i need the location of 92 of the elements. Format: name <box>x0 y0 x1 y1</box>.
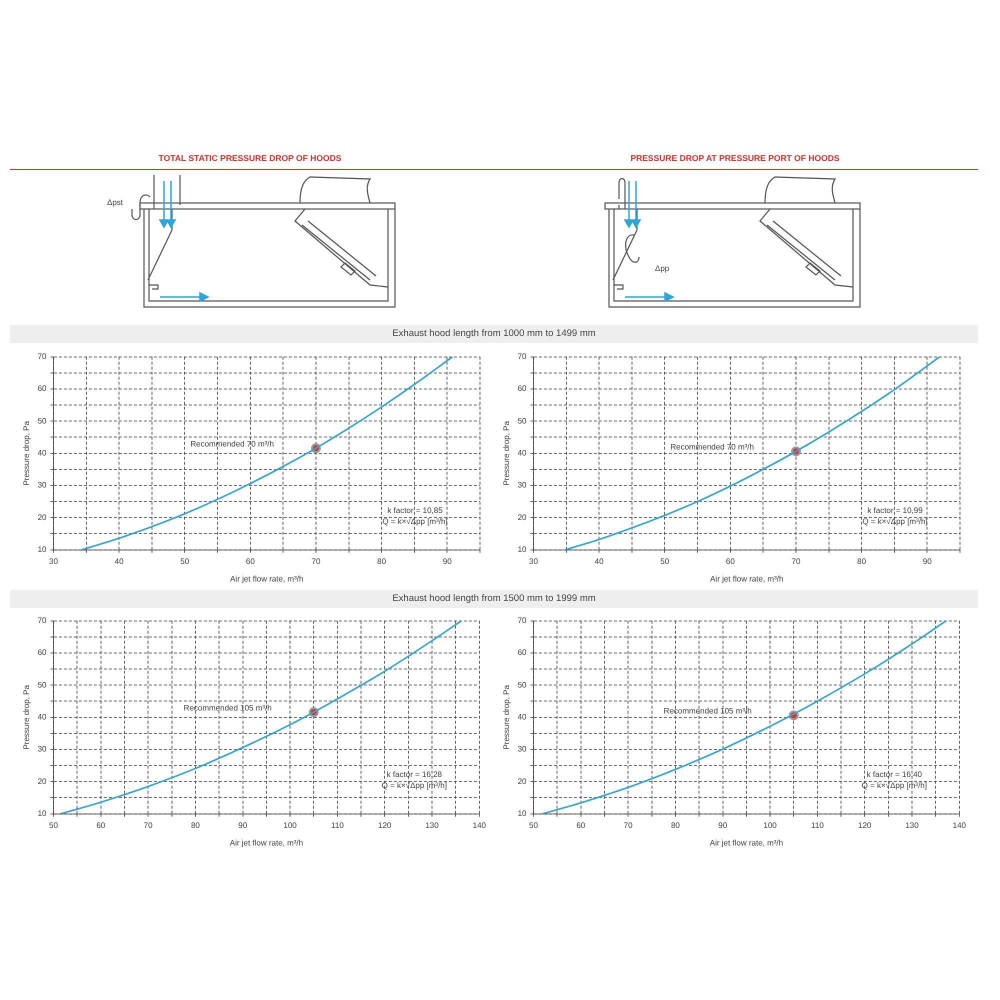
text: Δpp <box>655 264 670 273</box>
y-tick-label: 40 <box>518 712 528 722</box>
x-tick-label: 90 <box>922 556 932 566</box>
annotation: k factor = 16,28 <box>386 770 443 780</box>
annotation: Q = k×√Δpp [m³/h] <box>862 781 927 790</box>
line-series <box>80 356 454 550</box>
x-tick-label: 40 <box>114 556 124 566</box>
x-axis-title: Air jet flow rate, m³/h <box>710 574 784 584</box>
x-tick-label: 90 <box>718 820 728 830</box>
y-axis-title: Pressure drop, Pa <box>22 684 32 750</box>
y-tick-label: 50 <box>38 416 48 426</box>
y-tick-label: 10 <box>518 545 528 554</box>
chart-title: PRESSURE DROP AT PRESSURE PORT OF HOODS <box>629 153 841 163</box>
x-tick-label: 50 <box>180 556 190 566</box>
x-tick-label: 70 <box>312 556 321 566</box>
x-tick-label: 70 <box>144 820 154 830</box>
y-tick-label: 60 <box>518 384 528 394</box>
y-axis-title: Pressure drop, Pa <box>502 420 512 486</box>
y-tick-label: 10 <box>518 809 528 818</box>
x-tick-label: 110 <box>331 820 344 830</box>
y-tick-label: 70 <box>518 352 528 362</box>
text: Δpst <box>107 198 124 207</box>
y-tick-label: 70 <box>38 616 48 626</box>
x-tick-label: 140 <box>472 820 487 830</box>
y-tick-label: 10 <box>38 545 48 554</box>
x-tick-label: 50 <box>529 820 538 830</box>
x-tick-label: 90 <box>442 556 452 566</box>
x-tick-label: 60 <box>96 820 106 830</box>
annotation: Q = k×√Δpp [m³/h] <box>862 517 928 526</box>
y-tick-label: 70 <box>38 352 48 362</box>
x-tick-label: 60 <box>726 556 736 566</box>
y-tick-label: 30 <box>38 480 48 490</box>
x-axis-title: Air jet flow rate, m³/h <box>710 838 784 848</box>
chart-subtitle: Exhaust hood length from 1000 mm to 1499 mm <box>10 325 978 343</box>
line-series <box>542 620 947 814</box>
x-tick-label: 80 <box>377 556 387 566</box>
x-tick-label: 120 <box>858 820 872 830</box>
x-axis-title: Air jet flow rate, m³/h <box>230 574 304 584</box>
y-tick-label: 50 <box>518 416 528 426</box>
x-tick-label: 60 <box>246 556 256 566</box>
x-tick-label: 40 <box>594 556 604 566</box>
annotation: Recommended 105 m³/h <box>664 706 752 716</box>
x-tick-label: 80 <box>857 556 867 566</box>
x-tick-label: 50 <box>660 556 670 566</box>
x-axis-title: Air jet flow rate, m³/h <box>230 838 304 848</box>
annotation: Q = k×√Δpp [m³/h] <box>382 781 447 790</box>
x-tick-label: 80 <box>670 820 680 830</box>
y-tick-label: 10 <box>38 809 48 818</box>
y-tick-label: 70 <box>518 616 528 626</box>
y-tick-label: 40 <box>38 448 48 458</box>
line-series <box>60 620 462 814</box>
y-tick-label: 60 <box>38 648 48 658</box>
x-tick-label: 140 <box>952 820 967 830</box>
y-tick-label: 60 <box>38 384 48 394</box>
line-series <box>564 356 940 550</box>
y-tick-label: 40 <box>38 712 48 722</box>
x-tick-label: 30 <box>529 556 538 566</box>
annotation: Recommended 105 m³/h <box>184 703 272 712</box>
x-tick-label: 30 <box>49 556 58 566</box>
x-tick-label: 120 <box>378 820 392 830</box>
chart-title: TOTAL STATIC PRESSURE DROP OF HOODS <box>158 153 342 163</box>
x-tick-label: 130 <box>905 820 920 830</box>
annotation: Recommended 70 m³/h <box>190 439 274 448</box>
y-tick-label: 20 <box>38 512 48 522</box>
annotation: Q = k×√Δpp [m³/h] <box>382 517 448 526</box>
x-tick-label: 100 <box>283 820 298 830</box>
y-tick-label: 60 <box>518 648 528 658</box>
x-tick-label: 50 <box>49 820 58 830</box>
x-tick-label: 80 <box>190 820 200 830</box>
x-tick-label: 60 <box>576 820 586 830</box>
annotation: k factor = 10,99 <box>867 506 924 516</box>
y-tick-label: 30 <box>518 480 528 490</box>
y-axis-title: Pressure drop, Pa <box>22 420 32 486</box>
x-tick-label: 90 <box>238 820 248 830</box>
annotation: k factor = 10,85 <box>387 506 444 516</box>
x-tick-label: 110 <box>811 820 824 830</box>
annotation: k factor = 16,40 <box>866 770 923 780</box>
x-tick-label: 130 <box>425 820 440 830</box>
y-tick-label: 20 <box>518 776 528 786</box>
y-tick-label: 20 <box>38 776 48 786</box>
x-tick-label: 70 <box>792 556 801 566</box>
y-tick-label: 50 <box>518 680 528 690</box>
x-tick-label: 70 <box>624 820 634 830</box>
y-tick-label: 30 <box>38 744 48 754</box>
y-axis-title: Pressure drop, Pa <box>502 684 512 750</box>
y-tick-label: 30 <box>518 744 528 754</box>
y-tick-label: 50 <box>38 680 48 690</box>
chart-subtitle: Exhaust hood length from 1500 mm to 1999 mm <box>10 590 978 608</box>
y-tick-label: 20 <box>518 512 528 522</box>
annotation: Recommended 70 m³/h <box>670 442 754 452</box>
y-tick-label: 40 <box>518 448 528 458</box>
x-tick-label: 100 <box>763 820 778 830</box>
